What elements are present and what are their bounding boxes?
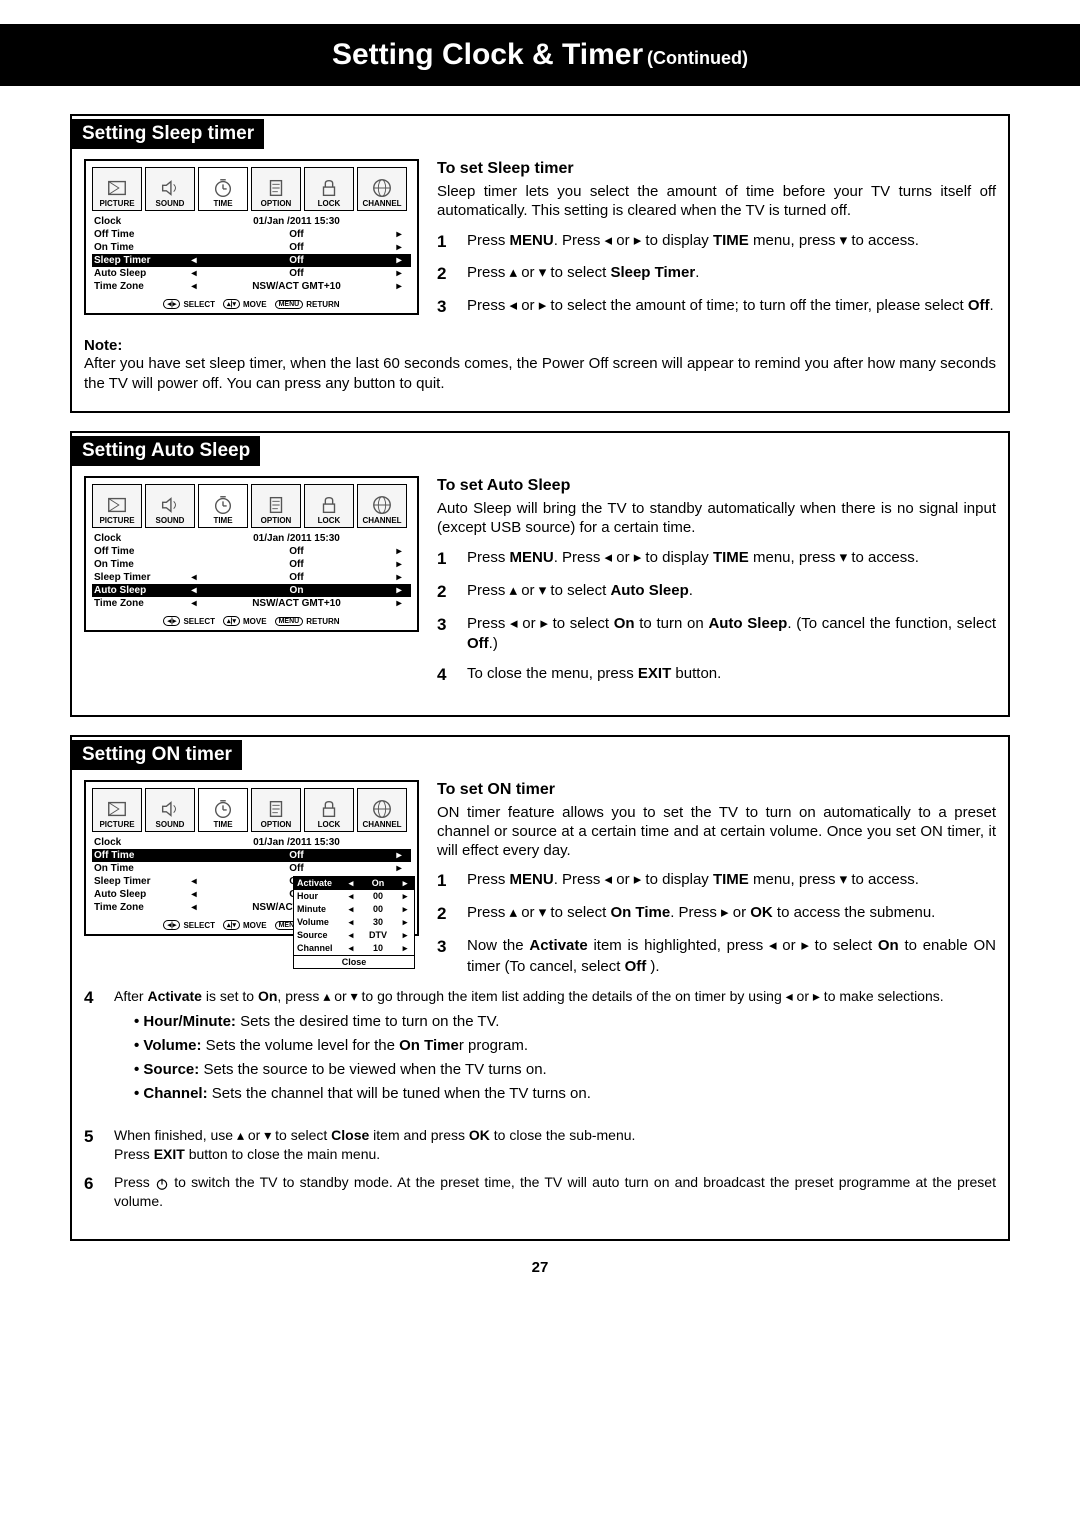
tab-channel: CHANNEL [357,484,407,528]
heading-sleep: Setting Sleep timer [72,119,264,149]
note-body: After you have set sleep timer, when the… [84,354,996,393]
menu-row-on_time: On TimeOff▸ [92,241,411,254]
menu-row-on_time: On TimeOff▸ [92,862,411,875]
menu-row-auto_sleep: Auto Sleep◂On▸ [92,584,411,597]
osd-menu-auto: PICTURESOUNDTIMEOPTIONLOCKCHANNEL Clock01… [84,476,419,632]
tab-time: TIME [198,788,248,832]
tab-channel: CHANNEL [357,167,407,211]
menu-footer: ◂|▸SELECT▴|▾MOVEMENURETURN [92,293,411,309]
step-1: 1Press MENU. Press ◂ or ▸ to display TIM… [437,231,996,254]
step-2: 2Press ▴ or ▾ to select On Time. Press ▸… [437,903,996,926]
subheading-on: To set ON timer [437,780,996,800]
subheading-sleep: To set Sleep timer [437,159,996,179]
section-auto-sleep: Setting Auto Sleep PICTURESOUNDTIMEOPTIO… [70,431,1010,717]
menu-row-auto_sleep: Auto Sleep◂Off▸ [92,267,411,280]
note-label: Note: [84,337,996,354]
bullet-item: Source: Sets the source to be viewed whe… [134,1058,944,1082]
tab-picture: PICTURE [92,484,142,528]
step-6: 6 Press to switch the TV to standby mode… [84,1173,996,1211]
step-1: 1Press MENU. Press ◂ or ▸ to display TIM… [437,548,996,571]
step-3: 3Press ◂ or ▸ to select On to turn on Au… [437,614,996,655]
menu-row-off_time: Off TimeOff▸ [92,545,411,558]
menu-row-sleep_timer: Sleep Timer◂Off▸ [92,571,411,584]
intro-on: ON timer feature allows you to set the T… [437,804,996,860]
menu-row-clock: Clock01/Jan /2011 15:30 [92,836,411,849]
page-number: 27 [70,1259,1010,1276]
step-3: 3Now the Activate item is highlighted, p… [437,936,996,977]
tab-channel: CHANNEL [357,788,407,832]
menu-row-clock: Clock01/Jan /2011 15:30 [92,532,411,545]
tab-option: OPTION [251,788,301,832]
heading-auto: Setting Auto Sleep [72,436,260,466]
title-main: Setting Clock & Timer [332,38,643,71]
menu-row-off_time: Off TimeOff▸ [92,849,411,862]
submenu-row-minute: Minute◂00▸ [294,903,414,916]
submenu-row-channel: Channel◂10▸ [294,942,414,955]
intro-auto: Auto Sleep will bring the TV to standby … [437,500,996,538]
bullet-item: Channel: Sets the channel that will be t… [134,1082,944,1106]
tab-option: OPTION [251,167,301,211]
section-sleep-timer: Setting Sleep timer PICTURESOUNDTIMEOPTI… [70,114,1010,413]
submenu-row-activate: Activate◂On▸ [294,877,414,890]
step-4: 4 After Activate is set to On, press ▴ o… [84,987,996,1116]
page-title: Setting Clock & Timer (Continued) [0,24,1080,86]
menu-row-clock: Clock01/Jan /2011 15:30 [92,215,411,228]
tab-sound: SOUND [145,167,195,211]
tab-sound: SOUND [145,484,195,528]
step-4: 4To close the menu, press EXIT button. [437,664,996,687]
submenu-row-hour: Hour◂00▸ [294,890,414,903]
intro-sleep: Sleep timer lets you select the amount o… [437,183,996,221]
osd-menu-sleep: PICTURESOUNDTIMEOPTIONLOCKCHANNEL Clock01… [84,159,419,315]
submenu-close: Close [294,955,414,968]
step-1: 1Press MENU. Press ◂ or ▸ to display TIM… [437,870,996,893]
section-on-timer: Setting ON timer PICTURESOUNDTIMEOPTIONL… [70,735,1010,1241]
menu-row-time_zone: Time Zone◂NSW/ACT GMT+10▸ [92,597,411,610]
menu-row-on_time: On TimeOff▸ [92,558,411,571]
submenu-row-volume: Volume◂30▸ [294,916,414,929]
menu-row-off_time: Off TimeOff▸ [92,228,411,241]
step-2: 2Press ▴ or ▾ to select Sleep Timer. [437,263,996,286]
tab-option: OPTION [251,484,301,528]
title-cont: (Continued) [647,48,748,68]
subheading-auto: To set Auto Sleep [437,476,996,496]
step-3: 3Press ◂ or ▸ to select the amount of ti… [437,296,996,319]
step-5: 5 When finished, use ▴ or ▾ to select Cl… [84,1126,996,1164]
bullet-item: Hour/Minute: Sets the desired time to tu… [134,1010,944,1034]
submenu-on-timer: Activate◂On▸Hour◂00▸Minute◂00▸Volume◂30▸… [293,876,415,969]
tab-lock: LOCK [304,788,354,832]
menu-row-sleep_timer: Sleep Timer◂Off▸ [92,254,411,267]
tab-picture: PICTURE [92,167,142,211]
submenu-row-source: Source◂DTV▸ [294,929,414,942]
tab-lock: LOCK [304,167,354,211]
tab-lock: LOCK [304,484,354,528]
bullet-item: Volume: Sets the volume level for the On… [134,1034,944,1058]
tab-time: TIME [198,484,248,528]
menu-footer: ◂|▸SELECT▴|▾MOVEMENURETURN [92,610,411,626]
tab-picture: PICTURE [92,788,142,832]
heading-on: Setting ON timer [72,740,242,770]
step-2: 2Press ▴ or ▾ to select Auto Sleep. [437,581,996,604]
tab-sound: SOUND [145,788,195,832]
menu-row-time_zone: Time Zone◂NSW/ACT GMT+10▸ [92,280,411,293]
tab-time: TIME [198,167,248,211]
